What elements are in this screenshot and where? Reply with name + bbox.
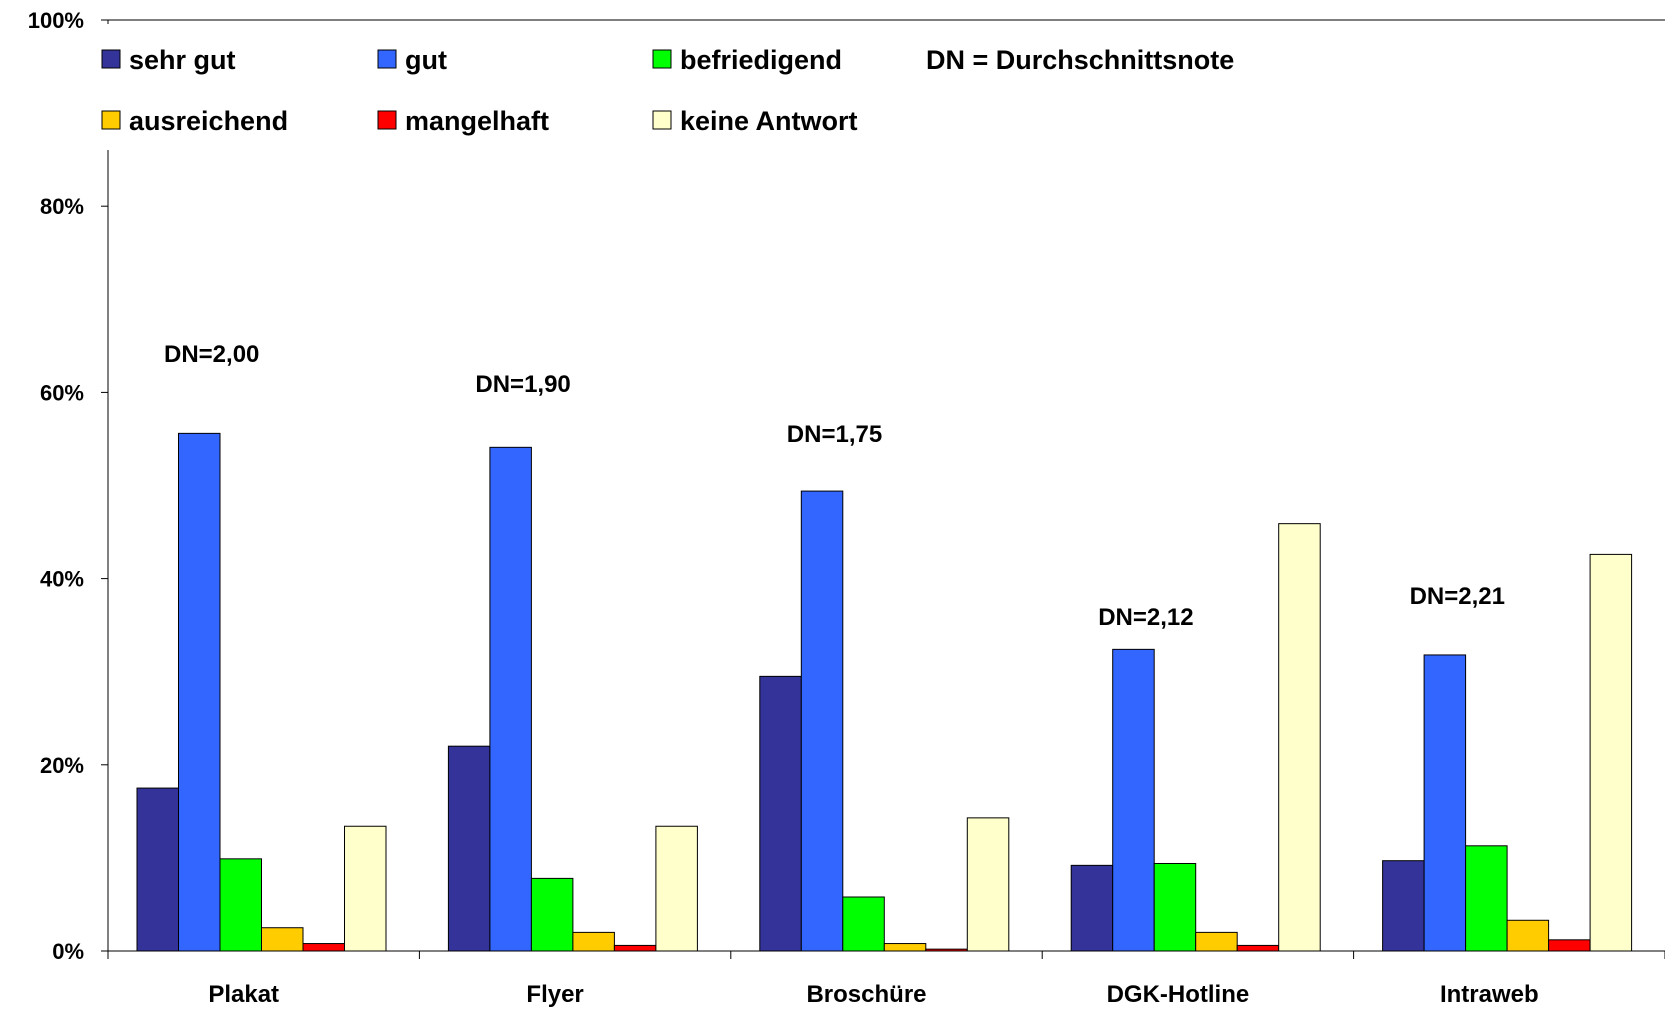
bar-mangelhaft-4	[1548, 939, 1591, 952]
legend-swatch-gut	[377, 49, 397, 69]
bar-keine-Antwort-3	[1278, 523, 1321, 952]
bar-ausreichend-3	[1195, 931, 1238, 952]
dn-annotation: DN=2,21	[1410, 583, 1505, 610]
y-tick-label: 0%	[52, 939, 84, 964]
legend-note: DN = Durchschnittsnote	[926, 45, 1234, 75]
bar-sehr-gut-4	[1382, 860, 1425, 952]
bar-gut-1	[489, 446, 532, 952]
legend-label: ausreichend	[129, 106, 288, 136]
dn-annotation: DN=1,90	[475, 371, 570, 398]
axes: 0% 20% 40% 60% 80% 100% Plakat Flyer Broschüre DG…	[28, 8, 1665, 1008]
x-category-label: DGK-Hotline	[1107, 981, 1250, 1008]
bar-mangelhaft-3	[1236, 944, 1280, 952]
bar-befriedigend-1	[530, 877, 574, 952]
legend-swatch-mangelhaft	[377, 110, 397, 130]
legend-swatch-keine-Antwort	[652, 110, 672, 130]
bar-gut-0	[178, 432, 221, 952]
legend: sehr gut gut befriedigend ausreichend mangel…	[101, 45, 1234, 136]
bar-sehr-gut-0	[136, 787, 179, 952]
dn-annotation: DN=2,12	[1098, 604, 1193, 631]
bar-ausreichend-1	[572, 931, 615, 952]
x-category-label: Flyer	[526, 981, 583, 1008]
y-tick-label: 20%	[40, 753, 84, 778]
dn-annotation: DN=2,00	[164, 341, 259, 368]
dn-annotation: DN=1,75	[787, 421, 882, 448]
bar-keine-Antwort-2	[966, 817, 1010, 952]
bars	[136, 432, 1633, 952]
y-tick-label: 60%	[40, 380, 84, 405]
legend-label: befriedigend	[680, 45, 842, 75]
bar-mangelhaft-0	[302, 943, 345, 952]
bar-keine-Antwort-4	[1589, 553, 1633, 952]
x-category-label: Intraweb	[1440, 981, 1539, 1008]
legend-label: sehr gut	[129, 45, 236, 75]
x-category-label: Broschüre	[806, 981, 926, 1008]
y-tick-label: 40%	[40, 567, 84, 592]
bar-ausreichend-4	[1506, 919, 1550, 952]
bar-keine-Antwort-1	[655, 825, 698, 952]
y-tick-label: 100%	[28, 8, 84, 33]
bar-ausreichend-0	[261, 927, 304, 952]
legend-label: mangelhaft	[405, 106, 549, 136]
legend-swatch-ausreichend	[101, 110, 121, 130]
bar-mangelhaft-2	[925, 948, 968, 952]
y-tick-label: 80%	[40, 194, 84, 219]
legend-label: keine Antwort	[680, 106, 858, 136]
bar-gut-2	[800, 490, 844, 952]
legend-swatch-befriedigend	[652, 49, 672, 69]
bar-sehr-gut-3	[1070, 864, 1114, 952]
bar-befriedigend-4	[1465, 845, 1508, 952]
bar-mangelhaft-1	[613, 944, 657, 952]
bar-sehr-gut-2	[759, 675, 802, 952]
bar-ausreichend-2	[883, 943, 927, 952]
bar-befriedigend-2	[842, 896, 885, 952]
x-category-label: Plakat	[208, 981, 279, 1008]
bar-befriedigend-0	[219, 858, 262, 952]
bar-befriedigend-3	[1153, 862, 1197, 952]
bar-sehr-gut-1	[447, 745, 491, 952]
bar-gut-3	[1112, 648, 1155, 952]
legend-label: gut	[405, 45, 447, 75]
bar-keine-Antwort-0	[344, 825, 387, 952]
dn-annotations: DN=2,00 DN=1,90 DN=1,75 DN=2,12 DN=2,21	[164, 341, 1505, 631]
bar-gut-4	[1423, 654, 1467, 952]
legend-swatch-sehr-gut	[101, 49, 121, 69]
